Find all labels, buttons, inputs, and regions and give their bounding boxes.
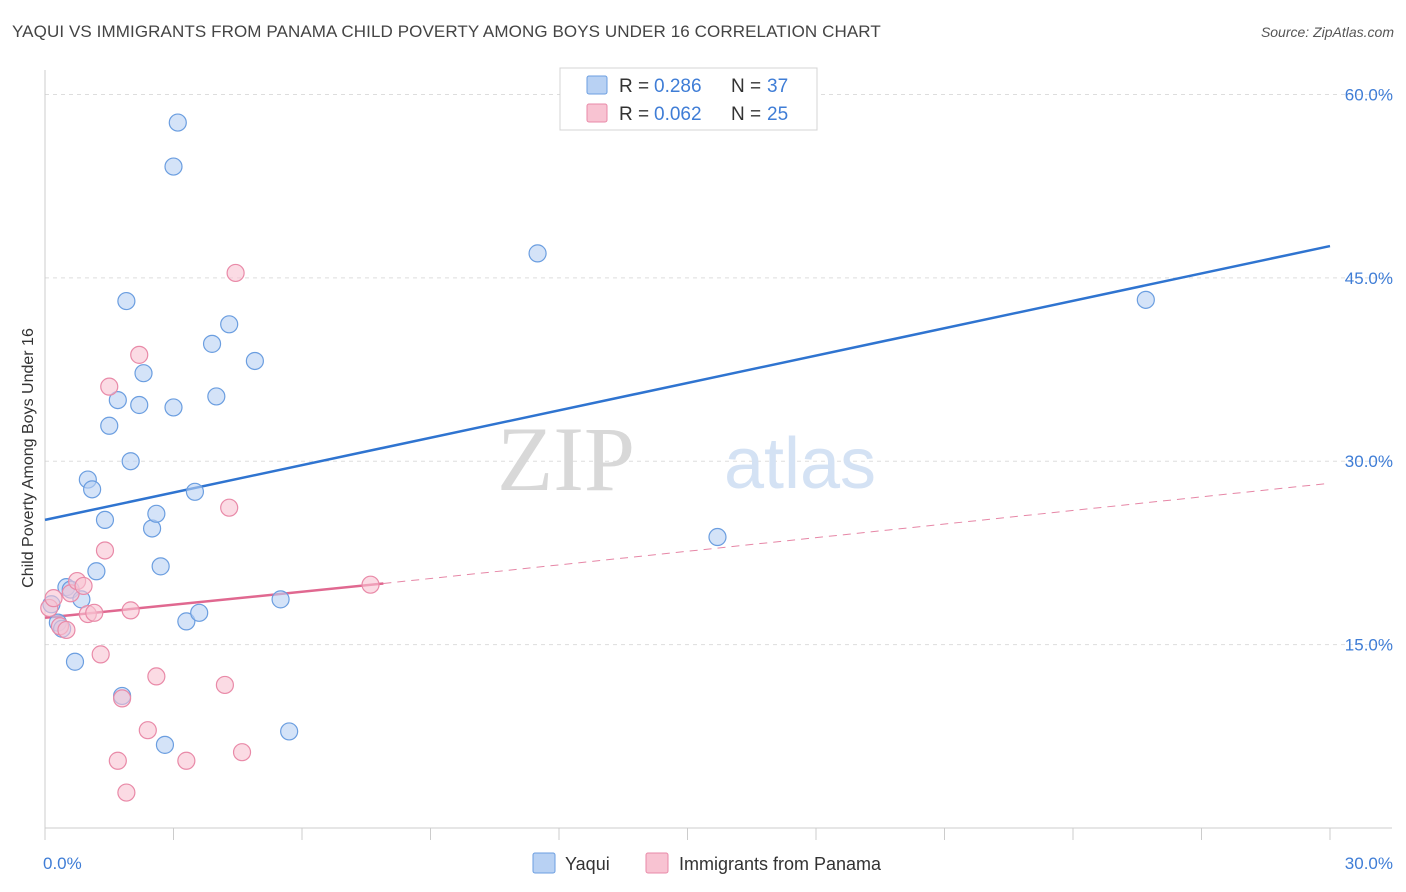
y-axis-title: Child Poverty Among Boys Under 16 [20,328,37,588]
point-blue [207,387,226,406]
grid-lines [45,93,1392,646]
point-blue [83,480,102,499]
point-pink [220,498,239,517]
y-tick-label: 45.0% [1345,269,1393,288]
legend: R = 0.286 N = 37 R = 0.062 N = 25 [559,67,818,131]
point-pink [85,603,104,622]
point-blue [108,390,127,410]
point-pink [108,751,127,770]
watermark-atlas: atlas [724,424,876,504]
point-blue [202,334,222,353]
point-blue [155,735,175,754]
point-blue [134,364,153,383]
point-pink [95,541,115,560]
point-blue [177,612,196,631]
point-pink [226,263,245,283]
legend-n-label: N = [731,104,761,125]
point-pink [130,345,149,364]
point-pink [138,721,157,740]
point-blue [87,562,106,581]
point-blue [121,452,140,471]
point-blue [100,416,119,435]
point-blue [168,113,187,132]
point-blue [95,510,115,530]
axes [44,70,1392,840]
legend-n-label: N = [731,76,761,97]
legend-r-label: R = [619,104,649,125]
point-pink [112,689,132,708]
bottom-legend-swatch-yaqui [532,852,556,874]
bottom-legend-label-panama: Immigrants from Panama [679,854,882,874]
watermark: ZIP atlas [497,408,876,510]
trend-line-blue [44,244,1331,522]
point-blue [271,590,290,609]
point-blue [151,557,170,576]
point-blue [1136,290,1155,309]
point-blue [280,722,299,741]
point-blue [245,351,264,371]
point-pink [232,743,252,762]
point-blue [185,482,205,501]
point-blue [164,398,183,417]
legend-r-label: R = [619,76,649,97]
point-blue [220,315,239,334]
point-pink [100,377,119,396]
point-pink [91,645,110,664]
point-blue [117,291,136,311]
tick-labels: 15.0% 30.0% 45.0% 60.0% 0.0% 30.0% [43,85,1393,873]
chart-source: Source: ZipAtlas.com [1260,24,1394,40]
legend-n-value: 37 [767,76,788,97]
y-tick-label: 60.0% [1345,85,1393,104]
point-blue [164,157,183,176]
x-tick-label: 0.0% [43,854,82,873]
legend-r-value: 0.062 [654,104,702,125]
trend-extension-pink [383,482,1331,584]
chart-title: YAQUI VS IMMIGRANTS FROM PANAMA CHILD PO… [12,22,881,41]
point-blue [708,527,727,547]
legend-swatch-yaqui [586,75,608,95]
legend-swatch-panama [586,103,608,123]
x-tick-label: 30.0% [1345,854,1393,873]
y-tick-label: 30.0% [1345,452,1393,471]
legend-n-value: 25 [767,104,788,125]
bottom-legend: Yaqui Immigrants from Panama [532,852,882,874]
point-pink [74,576,93,596]
point-pink [117,783,136,802]
point-blue [65,652,85,671]
point-pink [57,620,76,640]
watermark-zip: ZIP [497,408,635,510]
bottom-legend-label-yaqui: Yaqui [565,854,610,874]
point-pink [177,751,196,770]
point-pink [215,675,234,695]
point-pink [44,589,63,608]
y-tick-label: 15.0% [1345,636,1393,655]
point-blue [528,244,547,263]
point-pink [121,601,140,620]
point-pink [361,575,380,594]
bottom-legend-swatch-panama [645,852,669,874]
point-blue [130,395,149,415]
point-blue [147,504,166,523]
legend-r-value: 0.286 [654,76,702,97]
data-points [40,113,1155,802]
point-pink [147,667,166,686]
point-blue [190,603,209,622]
